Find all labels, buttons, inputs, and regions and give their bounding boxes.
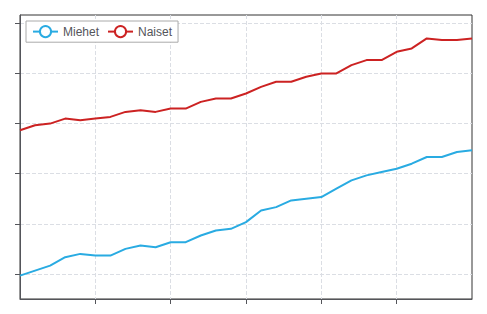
svg-text:Naiset: Naiset <box>138 25 173 39</box>
svg-text:Miehet: Miehet <box>63 25 100 39</box>
